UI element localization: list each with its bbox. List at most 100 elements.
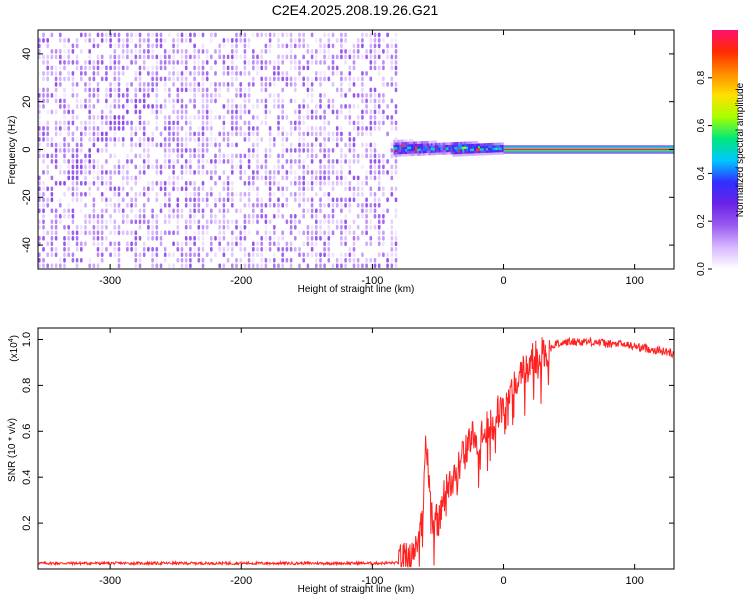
spectrogram-cell — [63, 192, 66, 197]
spectrogram-cell — [172, 76, 175, 82]
spectrogram-cell — [247, 93, 251, 98]
spectrogram-cell — [294, 236, 297, 241]
spectrogram-cell — [373, 32, 377, 38]
spectrogram-cell — [470, 141, 473, 144]
spectrogram-cell — [159, 38, 163, 43]
spectrogram-cell — [71, 230, 75, 236]
spectrogram-cell — [393, 142, 396, 145]
spectrogram-cell — [306, 225, 310, 230]
spectrogram-cell — [356, 181, 360, 186]
spectrogram-cell — [472, 150, 475, 154]
spectrogram-cell — [356, 104, 360, 109]
spectrogram-cell — [226, 258, 230, 263]
spectrogram-cell — [361, 115, 364, 120]
spectrogram-cell — [189, 153, 192, 159]
spectrogram-cell — [201, 65, 205, 71]
spectrogram-cell — [495, 147, 498, 151]
spectrogram-cell — [348, 109, 352, 115]
spectrogram-cell — [54, 126, 58, 131]
spectrogram-cell — [71, 131, 75, 137]
spectrogram-cell — [176, 109, 180, 115]
spectrogram-cell — [210, 115, 213, 120]
spectrogram-cell — [84, 87, 87, 93]
spectrogram-cell — [205, 115, 209, 120]
spectrogram-cell — [247, 148, 251, 153]
spectrogram-cell — [168, 230, 171, 236]
spectrogram-cell — [495, 145, 498, 148]
spectrogram-cell — [117, 197, 121, 203]
spectrogram-cell — [390, 263, 394, 269]
spectrogram-cell — [151, 186, 154, 192]
spectrogram-cell — [218, 49, 221, 54]
spectrogram-cell — [235, 109, 238, 115]
spectrogram-cell — [46, 71, 49, 76]
spectrogram-cell — [273, 82, 276, 87]
spectrogram-cell — [126, 104, 129, 109]
spectrogram-cell — [373, 148, 377, 153]
spectrogram-cell — [268, 137, 272, 142]
spectrogram-cell — [277, 76, 280, 82]
spectrogram-cell — [71, 208, 75, 214]
spectrogram-cell — [100, 131, 104, 137]
spectrogram-cell — [256, 252, 259, 258]
spectrogram-cell — [377, 164, 381, 170]
spectrogram-cell — [335, 38, 339, 43]
spectrogram-cell — [331, 65, 335, 71]
spectrogram-cell — [231, 76, 234, 82]
spectrogram-cell — [42, 197, 45, 203]
spectrogram-cell — [193, 71, 196, 76]
spectrogram-cell — [197, 115, 201, 120]
spectrogram-cell — [100, 247, 104, 252]
spectrogram-cell — [184, 192, 188, 197]
spectrogram-cell — [382, 49, 385, 54]
spectrogram-cell — [38, 175, 41, 181]
spectrogram-cell — [172, 109, 175, 115]
spectrogram-cell — [184, 104, 188, 109]
spectrogram-cell — [138, 54, 142, 60]
spectrogram-cell — [331, 137, 335, 142]
spectrogram-cell — [361, 82, 364, 87]
spectrogram-cell — [214, 170, 217, 175]
spectrogram-cell — [231, 38, 234, 43]
spectrogram-cell — [386, 197, 389, 203]
spectrogram-cell — [273, 175, 276, 181]
spectrogram-cell — [382, 170, 385, 175]
spectrogram-cell — [88, 263, 91, 269]
spectrogram-cell — [71, 181, 75, 186]
spectrogram-cell — [142, 192, 146, 197]
spectrogram-cell — [260, 60, 263, 65]
spectrogram-cell — [256, 65, 259, 71]
spectrogram-cell — [109, 241, 112, 247]
spectrogram-cell — [134, 43, 138, 49]
spectrogram-cell — [126, 170, 129, 175]
spectrogram-cell — [201, 126, 205, 131]
spectrogram-cell — [42, 203, 45, 208]
spectrogram-cell — [84, 131, 87, 137]
spectrogram-cell — [105, 87, 108, 93]
spectrogram-cell — [382, 93, 385, 98]
spectrogram-cell — [197, 109, 201, 115]
spectrogram-cell — [323, 214, 326, 219]
spectrogram-cell — [281, 71, 284, 76]
spectrogram-cell — [394, 120, 398, 126]
spectrogram-cell — [71, 192, 75, 197]
spectrogram-cell — [323, 76, 326, 82]
spectrogram-cell — [298, 104, 301, 109]
spectrogram-cell — [184, 32, 188, 38]
spectrogram-cell — [281, 76, 284, 82]
spectrogram-cell — [67, 142, 70, 148]
spectrogram-cell — [310, 153, 314, 159]
spectrogram-cell — [189, 258, 192, 263]
spectrogram-cell — [315, 49, 318, 54]
spectrogram-cell — [197, 186, 201, 192]
spectrogram-x-label: Height of straight line (km) — [298, 284, 415, 295]
spectrogram-cell — [235, 219, 238, 225]
spectrogram-cell — [172, 126, 175, 131]
spectrogram-cell — [499, 142, 502, 146]
spectrogram-cell — [369, 263, 373, 269]
colorbar-gradient — [712, 30, 738, 269]
spectrogram-cell — [298, 186, 301, 192]
spectrogram-cell — [405, 141, 408, 145]
spectrogram-cell — [315, 104, 318, 109]
spectrogram-cell — [117, 104, 121, 109]
